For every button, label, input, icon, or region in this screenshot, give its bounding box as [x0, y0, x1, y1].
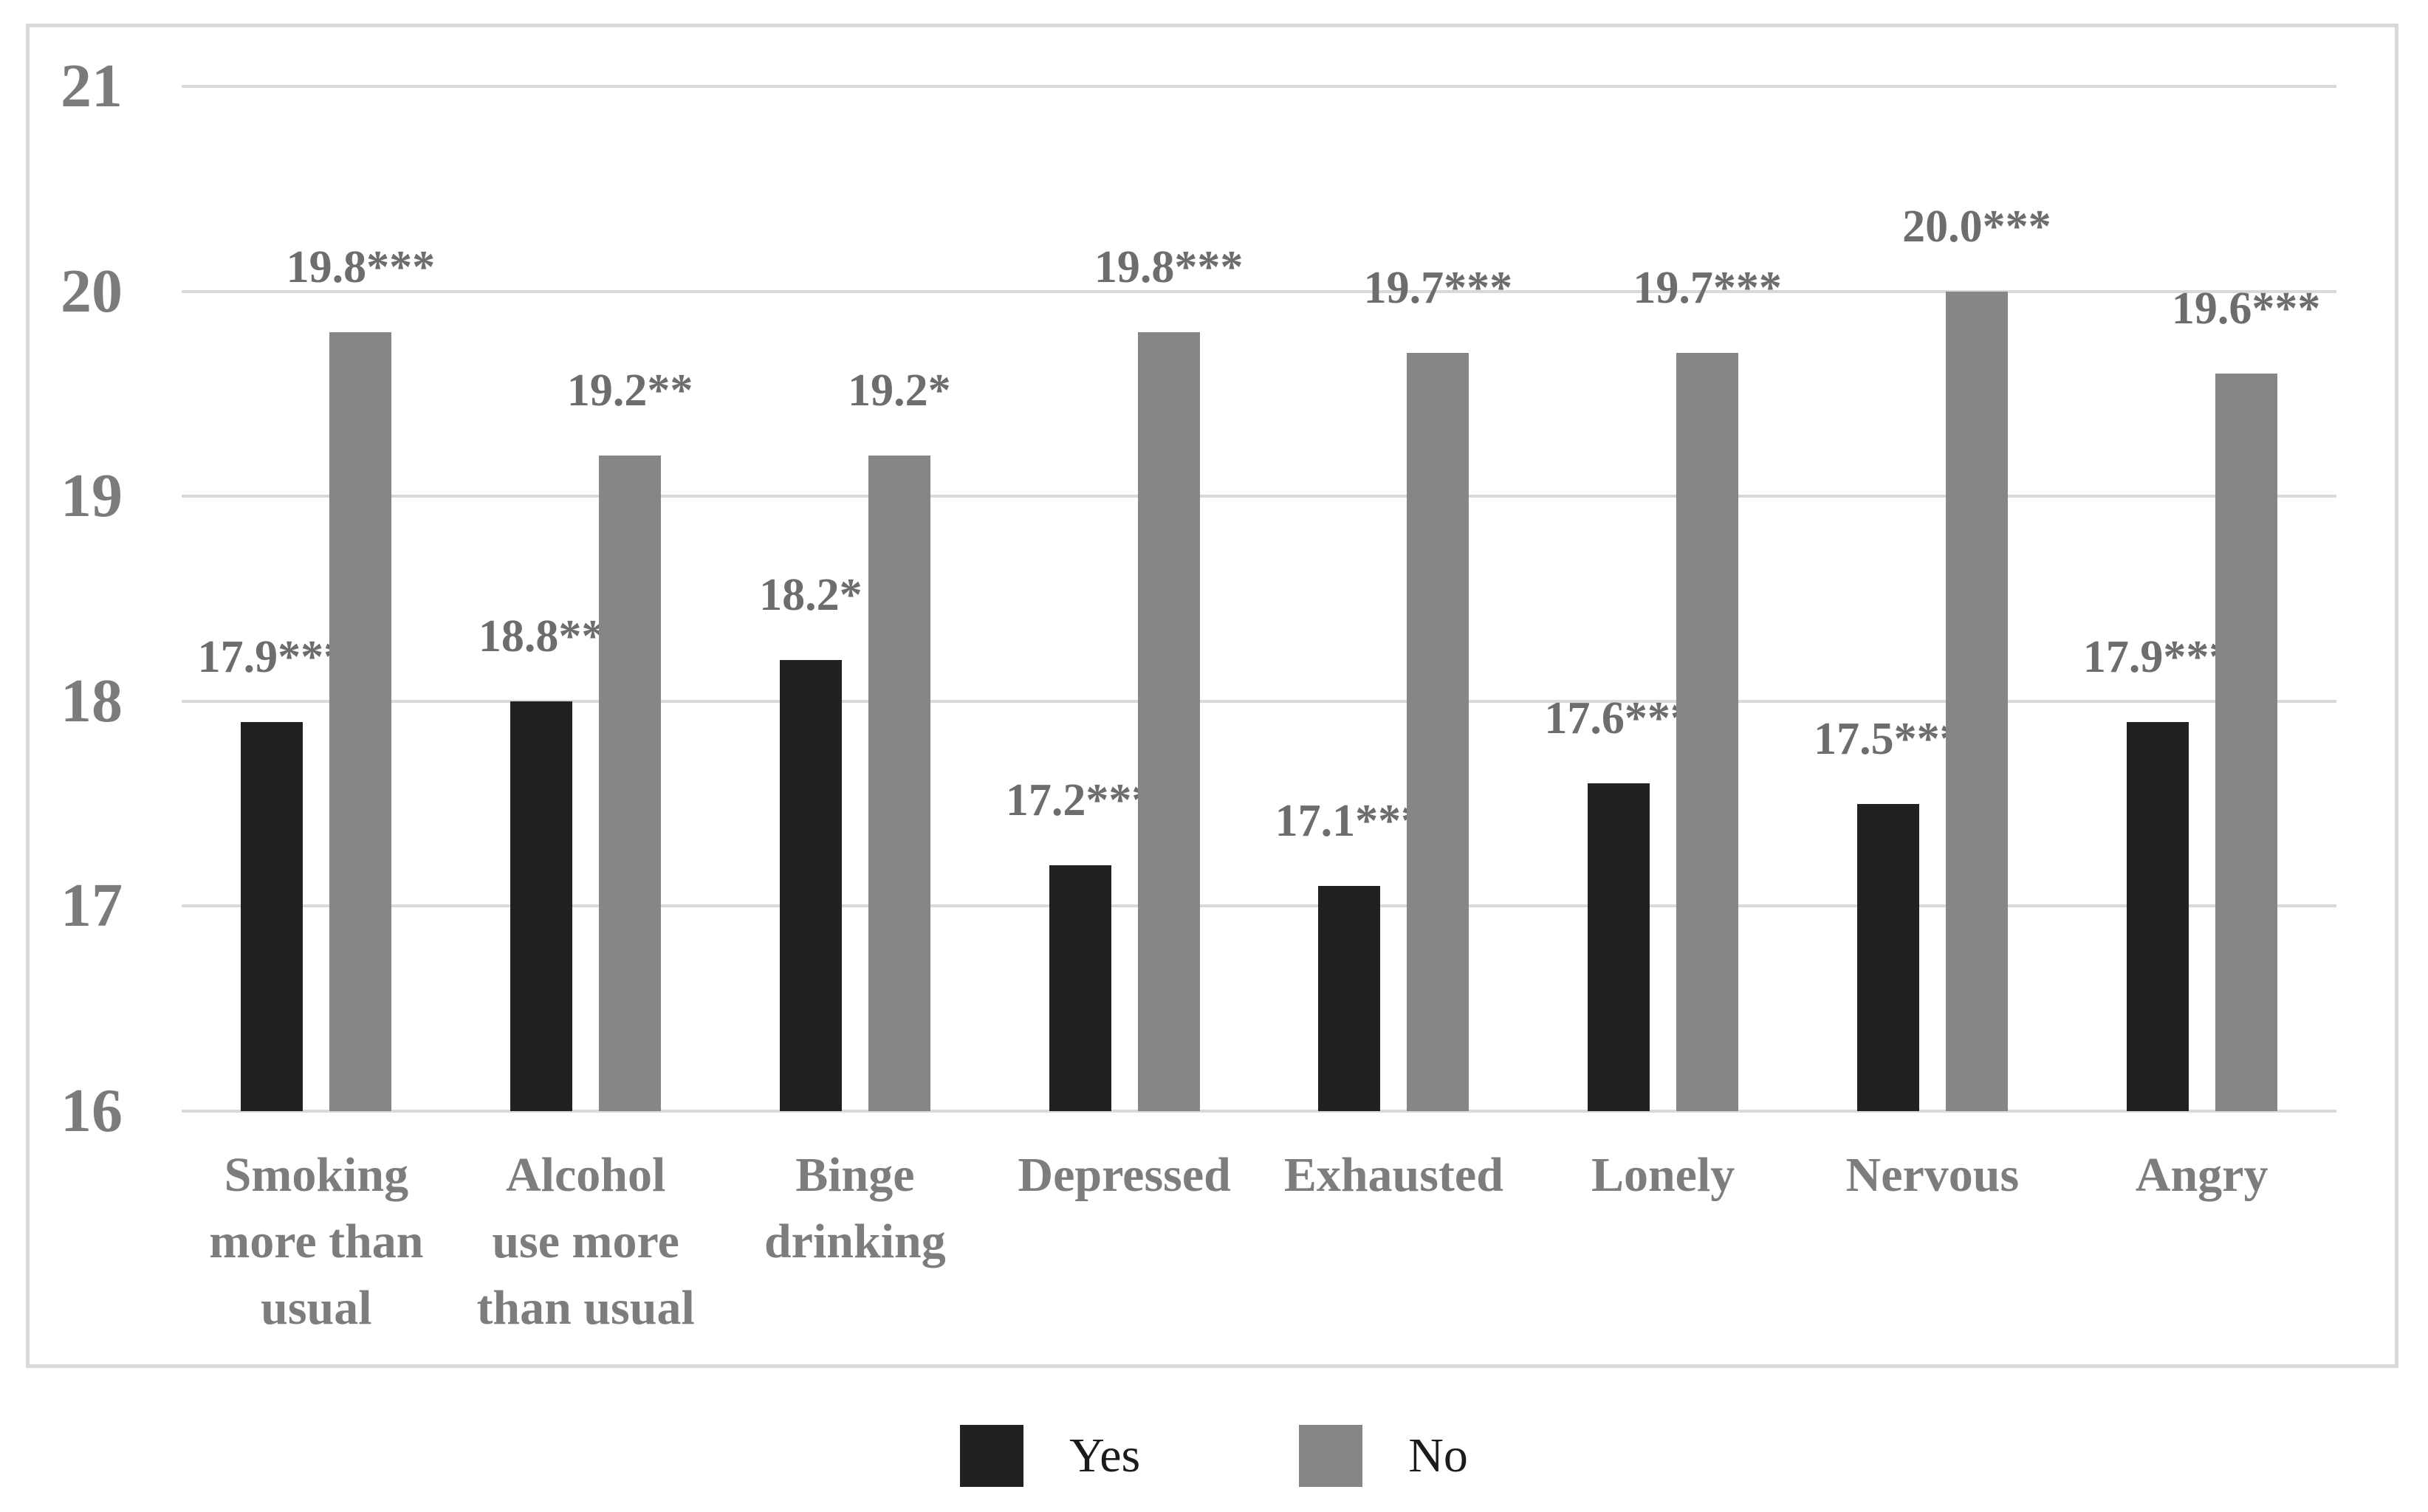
category-label-depressed: Depressed: [990, 1142, 1259, 1209]
category-label-binge-drinking: Binge drinking: [721, 1142, 990, 1275]
bar-yes-smoking: [241, 721, 304, 1111]
category-label-line: Nervous: [1845, 1148, 2020, 1202]
legend-swatch-no-icon: [1299, 1425, 1363, 1487]
gridline-17: [182, 904, 2336, 908]
category-label-line: Exhausted: [1283, 1148, 1503, 1202]
bar-value-label-no-lonely: 19.7***: [1633, 262, 1782, 313]
legend-label-yes: Yes: [1069, 1429, 1141, 1482]
bar-value-label-yes-smoking: 17.9***: [197, 631, 347, 682]
bar-yes-nervous: [1856, 803, 1919, 1111]
bar-value-label-yes-angry: 17.9***: [2082, 631, 2232, 682]
legend-swatch-yes-icon: [960, 1425, 1024, 1487]
legend-item-yes: Yes: [960, 1425, 1140, 1487]
y-axis-tick-label-21: 21: [61, 52, 123, 120]
bar-value-label-yes-alcohol: 18.8**: [478, 611, 605, 662]
bar-yes-depressed: [1049, 865, 1111, 1111]
bar-value-label-no-nervous: 20.0***: [1902, 201, 2051, 252]
gridline-19: [182, 495, 2336, 498]
category-label-line: Binge: [795, 1148, 915, 1202]
category-label-smoking: Smoking more than usual: [182, 1142, 451, 1341]
bar-no-angry: [2215, 373, 2277, 1111]
legend-item-no: No: [1299, 1425, 1468, 1487]
gridline-21: [182, 85, 2336, 88]
category-label-exhausted: Exhausted: [1259, 1142, 1529, 1209]
y-axis-tick-label-16: 16: [61, 1076, 123, 1145]
category-label-line: use more: [492, 1214, 679, 1268]
bar-value-label-yes-lonely: 17.6***: [1544, 693, 1693, 743]
bar-yes-exhausted: [1318, 885, 1381, 1111]
bar-value-label-no-smoking: 19.8***: [286, 242, 436, 293]
category-label-line: Depressed: [1018, 1148, 1231, 1202]
bar-yes-alcohol: [510, 701, 573, 1111]
y-axis-tick-label-19: 19: [61, 461, 123, 531]
category-label-nervous: Nervous: [1798, 1142, 2068, 1209]
bar-no-alcohol: [599, 455, 662, 1111]
legend-label-no: No: [1408, 1429, 1468, 1482]
legend: Yes No: [0, 1425, 2428, 1487]
category-label-line: more than: [209, 1214, 424, 1268]
category-label-alcohol: Alcohol use more than usual: [451, 1142, 721, 1341]
bar-no-nervous: [1945, 291, 2008, 1111]
category-label-line: than usual: [476, 1281, 695, 1335]
bar-no-depressed: [1137, 332, 1200, 1111]
bar-value-label-yes-depressed: 17.2***: [1005, 774, 1155, 825]
category-label-line: usual: [261, 1281, 372, 1335]
category-label-line: Smoking: [224, 1148, 409, 1202]
bar-no-lonely: [1676, 352, 1739, 1111]
bar-yes-binge-drinking: [779, 660, 842, 1111]
category-label-line: Angry: [2135, 1148, 2268, 1202]
gridline-16: [182, 1110, 2336, 1113]
bar-yes-angry: [2126, 721, 2189, 1111]
category-label-line: Lonely: [1591, 1148, 1735, 1202]
bar-value-label-yes-exhausted: 17.1***: [1275, 795, 1424, 846]
plot-area: 16 17 18 19 20 21 17.9*** 19.8*** Smoking more th…: [61, 52, 2336, 1335]
chart-frame: 16 17 18 19 20 21 17.9*** 19.8*** Smoking more th…: [26, 24, 2398, 1368]
bar-value-label-no-depressed: 19.8***: [1094, 242, 1244, 293]
bar-no-smoking: [329, 332, 392, 1111]
category-label-angry: Angry: [2067, 1142, 2336, 1209]
bar-value-label-no-alcohol: 19.2**: [566, 365, 693, 416]
y-axis-tick-label-17: 17: [61, 871, 123, 941]
gridline-18: [182, 699, 2336, 703]
bar-yes-lonely: [1588, 783, 1650, 1111]
category-label-line: drinking: [764, 1214, 946, 1268]
bar-value-label-yes-nervous: 17.5***: [1814, 713, 1963, 764]
bar-no-binge-drinking: [868, 455, 930, 1111]
category-label-lonely: Lonely: [1529, 1142, 1798, 1209]
bar-value-label-yes-binge-drinking: 18.2*: [759, 570, 863, 621]
y-axis-tick-label-20: 20: [61, 256, 123, 326]
bar-value-label-no-binge-drinking: 19.2*: [848, 365, 951, 416]
y-axis-tick-label-18: 18: [61, 666, 123, 735]
bar-no-exhausted: [1407, 352, 1470, 1111]
gridline-20: [182, 289, 2336, 293]
bar-value-label-no-exhausted: 19.7***: [1363, 262, 1513, 313]
category-label-line: Alcohol: [505, 1148, 666, 1202]
bar-value-label-no-angry: 19.6***: [2171, 283, 2321, 334]
